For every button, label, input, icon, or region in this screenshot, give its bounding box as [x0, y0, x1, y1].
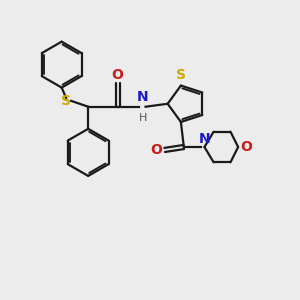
Text: H: H [139, 113, 147, 123]
Text: S: S [176, 68, 186, 82]
Text: O: O [241, 140, 252, 154]
Text: O: O [112, 68, 124, 82]
Text: N: N [137, 90, 148, 104]
Text: N: N [199, 131, 210, 146]
Text: S: S [61, 94, 71, 108]
Text: O: O [151, 143, 162, 157]
